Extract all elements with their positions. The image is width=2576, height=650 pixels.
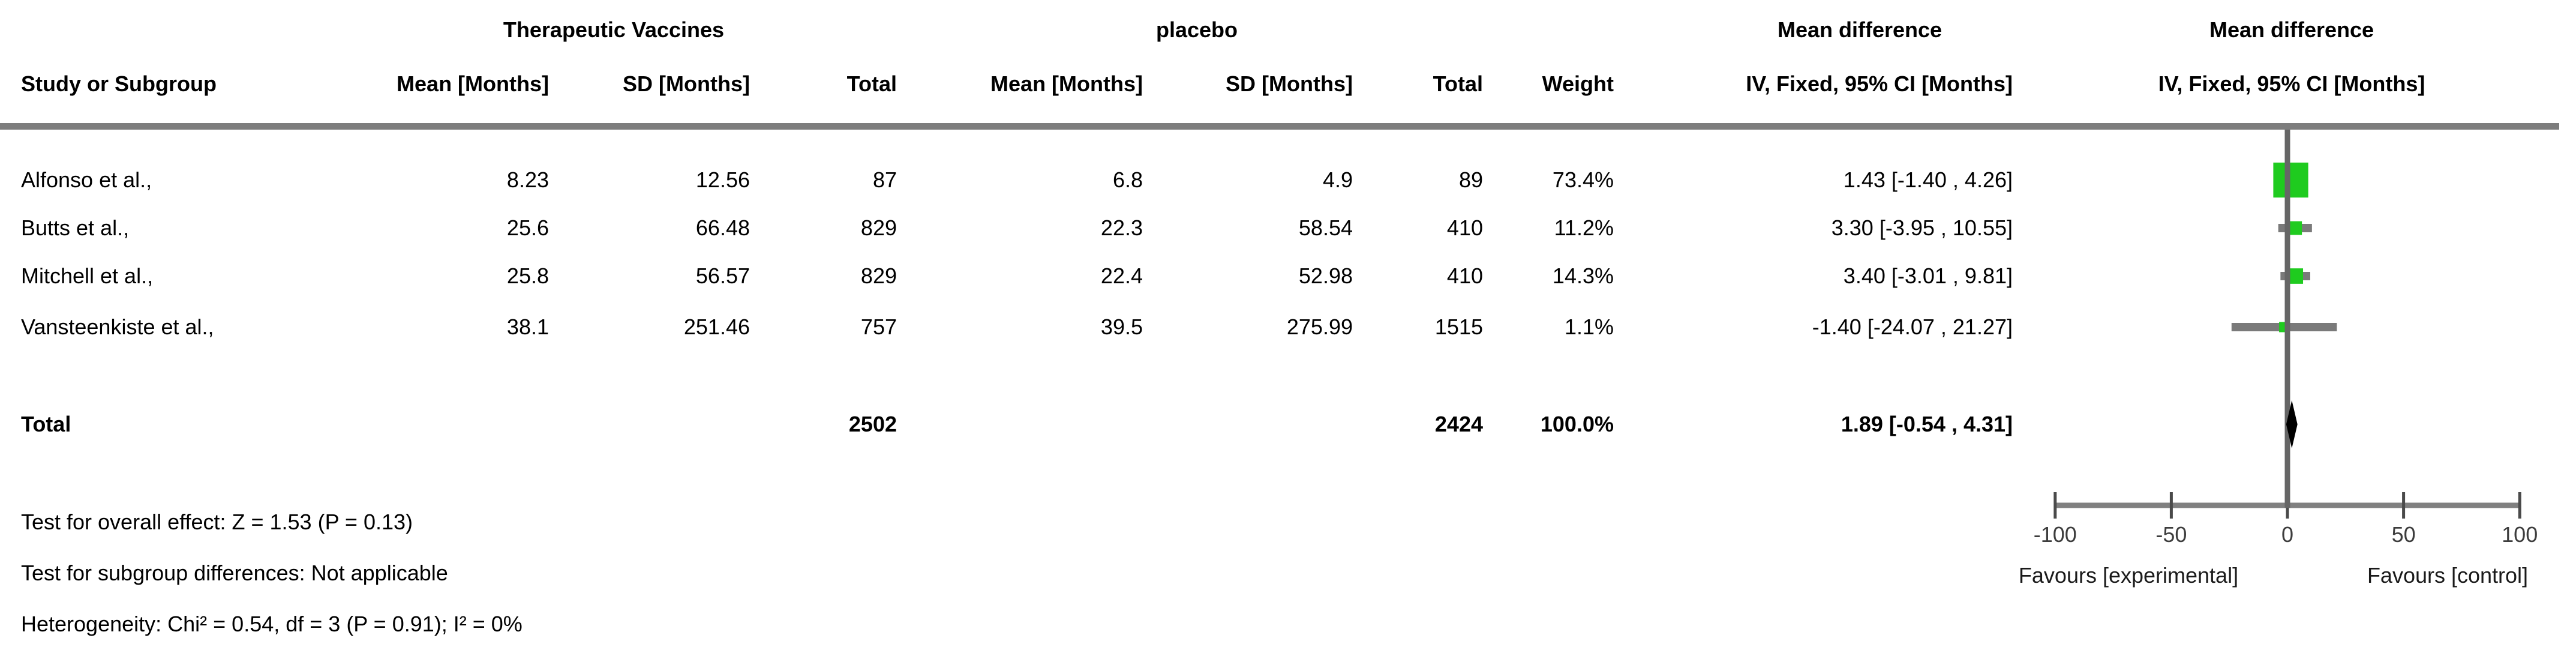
- cell-n-exp: 829: [860, 263, 897, 288]
- cell-mean-exp: 25.8: [506, 263, 549, 288]
- favours-experimental-label: Favours [experimental]: [2019, 563, 2238, 588]
- cell-mean-ctrl: 39.5: [1100, 314, 1143, 339]
- cell-n-exp: 757: [860, 314, 897, 339]
- cell-study: Mitchell et al.,: [21, 263, 154, 288]
- cell-sd-exp: 56.57: [695, 263, 750, 288]
- footnote-overall-effect: Test for overall effect: Z = 1.53 (P = 0…: [21, 510, 413, 534]
- cell-study: Butts et al.,: [21, 215, 130, 240]
- cell-ci: 3.30 [-3.95 , 10.55]: [1831, 215, 2013, 240]
- total-row-ci: 1.89 [-0.54 , 4.31]: [1841, 412, 2013, 436]
- axis-tick-label: -100: [2034, 522, 2077, 547]
- effect-square: [2287, 268, 2304, 284]
- cell-weight: 14.3%: [1552, 263, 1614, 288]
- col-header-total-e: Total: [846, 71, 897, 96]
- total-row-label: Total: [21, 412, 71, 436]
- effect-square: [2273, 162, 2308, 198]
- cell-ci: -1.40 [-24.07 , 21.27]: [1812, 314, 2013, 339]
- cell-mean-ctrl: 22.3: [1100, 215, 1143, 240]
- total-row-weight: 100.0%: [1540, 412, 1614, 436]
- cell-sd-ctrl: 4.9: [1322, 167, 1353, 192]
- col-header-sd-e: SD [Months]: [623, 71, 750, 96]
- cell-sd-exp: 66.48: [695, 215, 750, 240]
- cell-mean-exp: 25.6: [506, 215, 549, 240]
- col-header-mean-c: Mean [Months]: [990, 71, 1143, 96]
- cell-n-exp: 87: [872, 167, 897, 192]
- col-header-study: Study or Subgroup: [21, 71, 217, 96]
- cell-ci: 3.40 [-3.01 , 9.81]: [1843, 263, 2013, 288]
- group-header-experimental: Therapeutic Vaccines: [503, 17, 725, 42]
- cell-mean-ctrl: 6.8: [1112, 167, 1143, 192]
- group-header-md-plot: Mean difference: [2209, 17, 2374, 42]
- favours-control-label: Favours [control]: [2367, 563, 2528, 588]
- cell-n-ctrl: 1515: [1434, 314, 1483, 339]
- footnote-heterogeneity: Heterogeneity: Chi² = 0.54, df = 3 (P = …: [21, 612, 523, 636]
- col-header-mean-e: Mean [Months]: [397, 71, 549, 96]
- axis-tick-label: 0: [2281, 522, 2293, 547]
- cell-sd-exp: 12.56: [695, 167, 750, 192]
- total-row-n-ctrl: 2424: [1434, 412, 1483, 436]
- axis-tick-label: 100: [2502, 522, 2538, 547]
- cell-n-exp: 829: [860, 215, 897, 240]
- header-rule: [0, 123, 2559, 130]
- cell-n-ctrl: 410: [1446, 215, 1483, 240]
- group-header-control: placebo: [1155, 17, 1238, 42]
- col-header-ci-text: IV, Fixed, 95% CI [Months]: [1746, 71, 2013, 96]
- cell-study: Alfonso et al.,: [21, 167, 152, 192]
- col-header-ci-plot: IV, Fixed, 95% CI [Months]: [2158, 71, 2425, 96]
- cell-ci: 1.43 [-1.40 , 4.26]: [1843, 167, 2013, 192]
- cell-mean-exp: 38.1: [506, 314, 549, 339]
- col-header-weight: Weight: [1542, 71, 1614, 96]
- total-row-n-exp: 2502: [848, 412, 897, 436]
- col-header-total-c: Total: [1433, 71, 1483, 96]
- effect-square: [2288, 221, 2302, 235]
- axis-tick-label: -50: [2155, 522, 2187, 547]
- total-diamond: [2286, 400, 2298, 448]
- col-header-sd-c: SD [Months]: [1226, 71, 1353, 96]
- cell-weight: 11.2%: [1554, 215, 1614, 240]
- cell-sd-ctrl: 275.99: [1286, 314, 1353, 339]
- cell-sd-ctrl: 52.98: [1298, 263, 1353, 288]
- cell-n-ctrl: 89: [1458, 167, 1483, 192]
- axis-tick-label: 50: [2392, 522, 2416, 547]
- footnote-subgroup-differences: Test for subgroup differences: Not appli…: [21, 561, 448, 585]
- group-header-md-text: Mean difference: [1777, 17, 1942, 42]
- cell-sd-exp: 251.46: [683, 314, 750, 339]
- cell-mean-exp: 8.23: [506, 167, 549, 192]
- cell-weight: 73.4%: [1552, 167, 1614, 192]
- cell-n-ctrl: 410: [1446, 263, 1483, 288]
- cell-sd-ctrl: 58.54: [1298, 215, 1353, 240]
- cell-weight: 1.1%: [1564, 314, 1614, 339]
- cell-mean-ctrl: 22.4: [1100, 263, 1143, 288]
- cell-study: Vansteenkiste et al.,: [21, 314, 214, 339]
